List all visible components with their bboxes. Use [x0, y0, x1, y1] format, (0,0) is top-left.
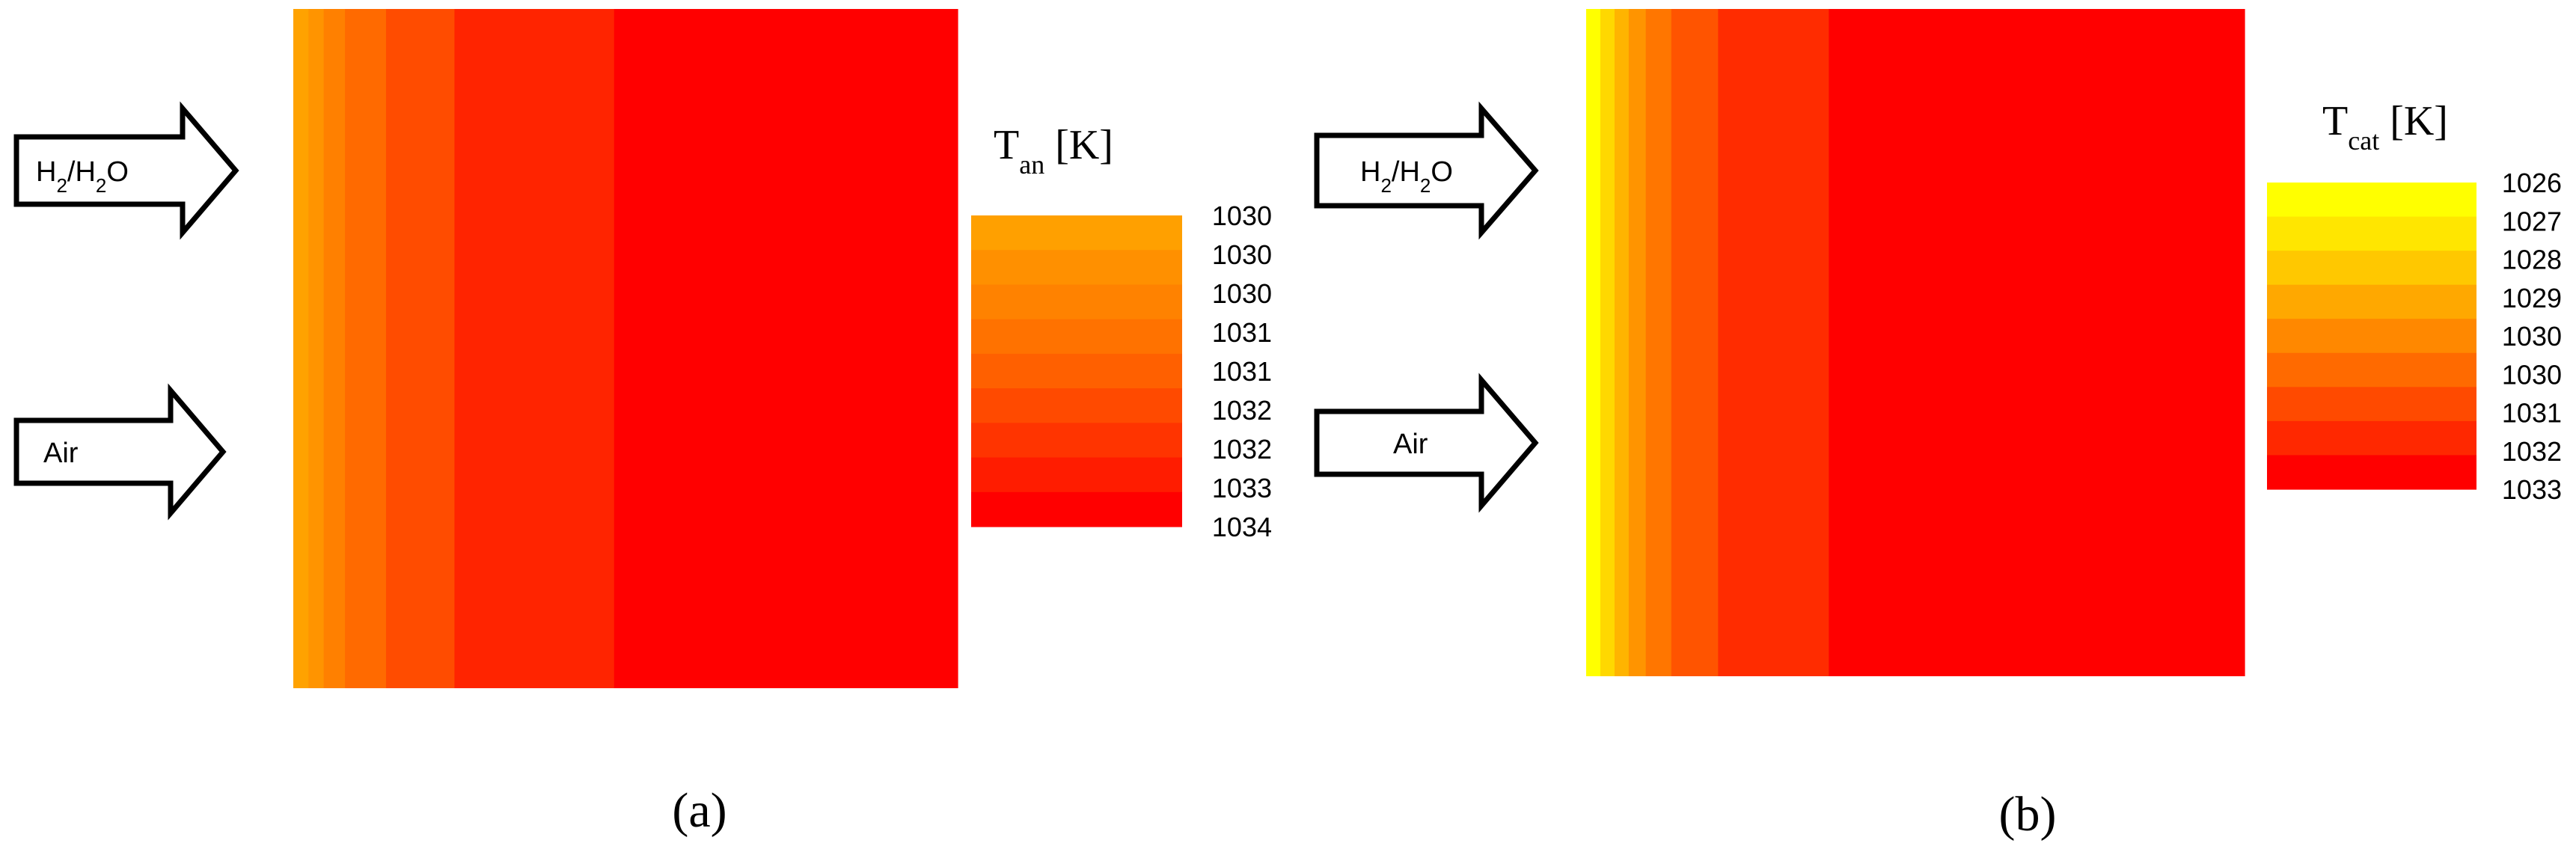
temperature-map-a — [293, 9, 958, 688]
legend-tick-label: 1027 — [2502, 206, 2562, 236]
legend-tick-label: 1033 — [1212, 473, 1272, 503]
legend-swatch — [2267, 251, 2476, 286]
legend-swatch — [971, 423, 1182, 459]
legend-swatch — [2267, 284, 2476, 319]
legend-swatch — [2267, 183, 2476, 218]
legend-tick-label: 1032 — [1212, 434, 1272, 465]
map-band — [1600, 9, 1615, 676]
arrow-shape — [1314, 101, 1539, 240]
temperature-map-b — [1586, 9, 2245, 676]
map-band — [614, 9, 958, 688]
arrow-label-h2-h2o: H2/H2O — [36, 156, 129, 197]
legend-title-b: Tcat [K] — [2322, 98, 2448, 156]
legend-swatch — [2267, 352, 2476, 387]
map-band — [1614, 9, 1630, 676]
legend-title-a: Tan [K] — [994, 122, 1113, 180]
legend-swatch — [2267, 455, 2476, 490]
legend-tick-label: 1028 — [2502, 245, 2562, 275]
panel-caption-a: (a) — [672, 783, 726, 838]
legend-tick-label: 1029 — [2502, 283, 2562, 313]
legend-swatch — [971, 215, 1182, 251]
legend-tick-label: 1030 — [2502, 359, 2562, 390]
color-legend-b: 1026 1027 1028 1029 1030 1030 1031 1032 1033 — [2267, 168, 2562, 505]
map-band — [1586, 9, 1601, 676]
legend-swatch — [2267, 387, 2476, 422]
arrow-shape — [1314, 373, 1539, 513]
arrow-shape — [13, 101, 239, 240]
color-legend-a: 1030 1030 1030 1031 1031 1032 1032 1033 1034 — [971, 200, 1272, 542]
inlet-arrow-h2-h2o-a: H2/H2O — [13, 101, 239, 240]
map-band — [1829, 9, 2245, 676]
arrow-shape — [13, 383, 227, 521]
arrow-label-air: Air — [1393, 429, 1428, 460]
legend-swatch — [971, 457, 1182, 493]
arrow-label-h2-h2o: H2/H2O — [1360, 156, 1453, 197]
inlet-arrow-air-b: Air — [1314, 373, 1539, 513]
legend-tick-label: 1031 — [2502, 398, 2562, 429]
legend-swatch — [2267, 319, 2476, 354]
legend-swatch — [971, 388, 1182, 423]
map-band — [345, 9, 387, 688]
legend-tick-label: 1030 — [1212, 200, 1272, 231]
legend-tick-label: 1030 — [1212, 239, 1272, 270]
legend-tick-label: 1032 — [2502, 436, 2562, 467]
legend-swatch — [971, 250, 1182, 286]
legend-tick-label: 1034 — [1212, 512, 1272, 542]
map-band — [1671, 9, 1719, 676]
legend-tick-label: 1032 — [1212, 395, 1272, 426]
legend-swatch — [971, 491, 1182, 527]
legend-swatch — [2267, 420, 2476, 456]
arrow-label-air: Air — [43, 438, 79, 469]
panel-caption-b: (b) — [1999, 787, 2057, 842]
legend-swatch — [971, 284, 1182, 320]
legend-swatch — [971, 353, 1182, 389]
legend-swatch — [2267, 216, 2476, 251]
map-band — [308, 9, 325, 688]
panel-a: H2/H2O Air Tan [K] 103010301030103110311… — [13, 9, 1272, 838]
map-band — [1645, 9, 1672, 676]
legend-tick-label: 1033 — [2502, 474, 2562, 505]
map-band — [293, 9, 309, 688]
map-band — [1628, 9, 1647, 676]
map-band — [1718, 9, 1829, 676]
legend-tick-label: 1030 — [2502, 321, 2562, 352]
map-band — [385, 9, 455, 688]
legend-tick-label: 1031 — [1212, 356, 1272, 387]
panel-b: H2/H2O Air Tcat [K] 1026 1027 1028 1029 1030… — [1314, 9, 2562, 842]
legend-tick-label: 1031 — [1212, 317, 1272, 348]
legend-tick-label: 1030 — [1212, 278, 1272, 309]
map-band — [323, 9, 346, 688]
legend-tick-label: 1026 — [2502, 168, 2562, 198]
inlet-arrow-h2-h2o-b: H2/H2O — [1314, 101, 1539, 240]
legend-swatch — [971, 319, 1182, 355]
map-band — [454, 9, 615, 688]
inlet-arrow-air-a: Air — [13, 383, 227, 521]
